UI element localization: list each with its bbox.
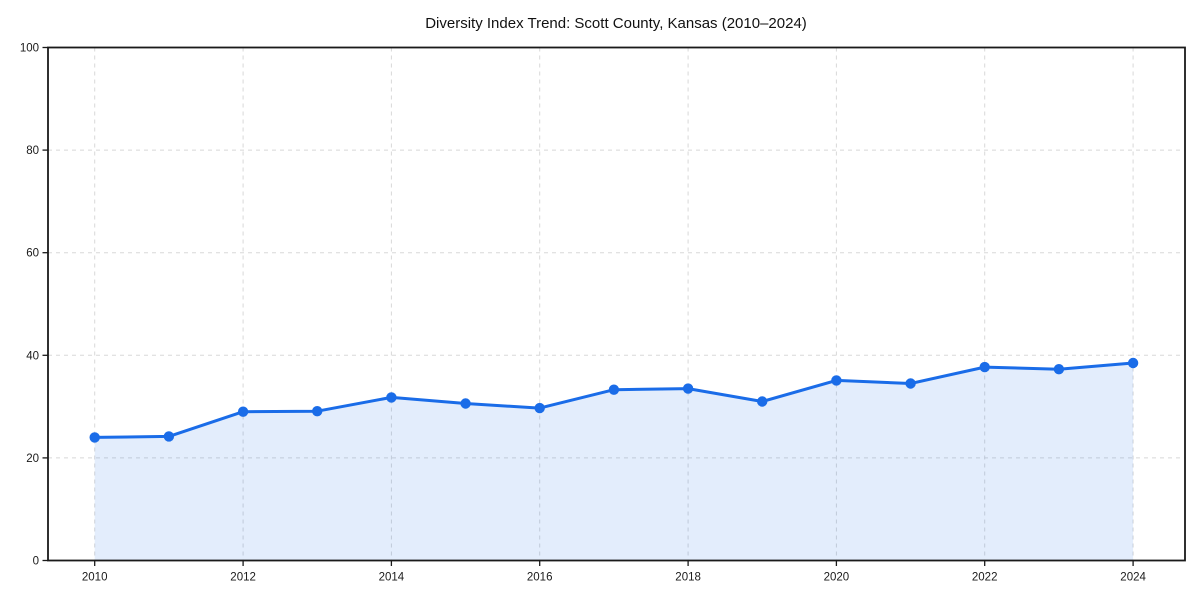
data-point bbox=[534, 402, 545, 414]
y-tick-label: 80 bbox=[26, 145, 39, 157]
data-point bbox=[1053, 364, 1065, 375]
data-point bbox=[237, 406, 249, 417]
y-tick-label: 100 bbox=[20, 43, 39, 55]
x-tick-label: 2014 bbox=[379, 572, 405, 584]
data-point bbox=[905, 378, 916, 389]
x-tick-label: 2018 bbox=[675, 572, 701, 584]
chart-title: Diversity Index Trend: Scott County, Kan… bbox=[425, 15, 807, 32]
x-tick-label: 2024 bbox=[1120, 572, 1146, 584]
plot-frame bbox=[47, 46, 1186, 562]
y-tick-label: 60 bbox=[26, 248, 39, 260]
gridlines bbox=[48, 47, 1185, 561]
data-point bbox=[163, 431, 175, 442]
area-fill bbox=[94, 363, 1134, 561]
data-point bbox=[1127, 357, 1139, 369]
data-point bbox=[386, 392, 397, 403]
x-tick-label: 2012 bbox=[230, 572, 256, 584]
data-point bbox=[312, 406, 323, 417]
axis-tick-labels: 0 20 40 60 80 100 2010 2012 2014 2016 2018 2020 2022… bbox=[20, 43, 1147, 584]
data-point bbox=[757, 396, 768, 407]
data-point bbox=[831, 375, 842, 386]
y-tick-label: 20 bbox=[26, 453, 39, 465]
x-tick-label: 2022 bbox=[972, 572, 998, 584]
y-tick-label: 40 bbox=[26, 350, 39, 362]
x-tick-label: 2020 bbox=[824, 572, 850, 584]
x-tick-label: 2010 bbox=[82, 572, 108, 584]
data-point bbox=[979, 361, 990, 373]
x-tick-label: 2016 bbox=[527, 572, 553, 584]
y-tick-label: 0 bbox=[33, 556, 39, 568]
axis-ticks bbox=[42, 46, 1134, 566]
data-points bbox=[89, 357, 1139, 443]
data-point bbox=[89, 432, 100, 443]
data-point bbox=[460, 398, 471, 409]
data-point bbox=[682, 383, 694, 394]
data-point bbox=[608, 384, 620, 395]
